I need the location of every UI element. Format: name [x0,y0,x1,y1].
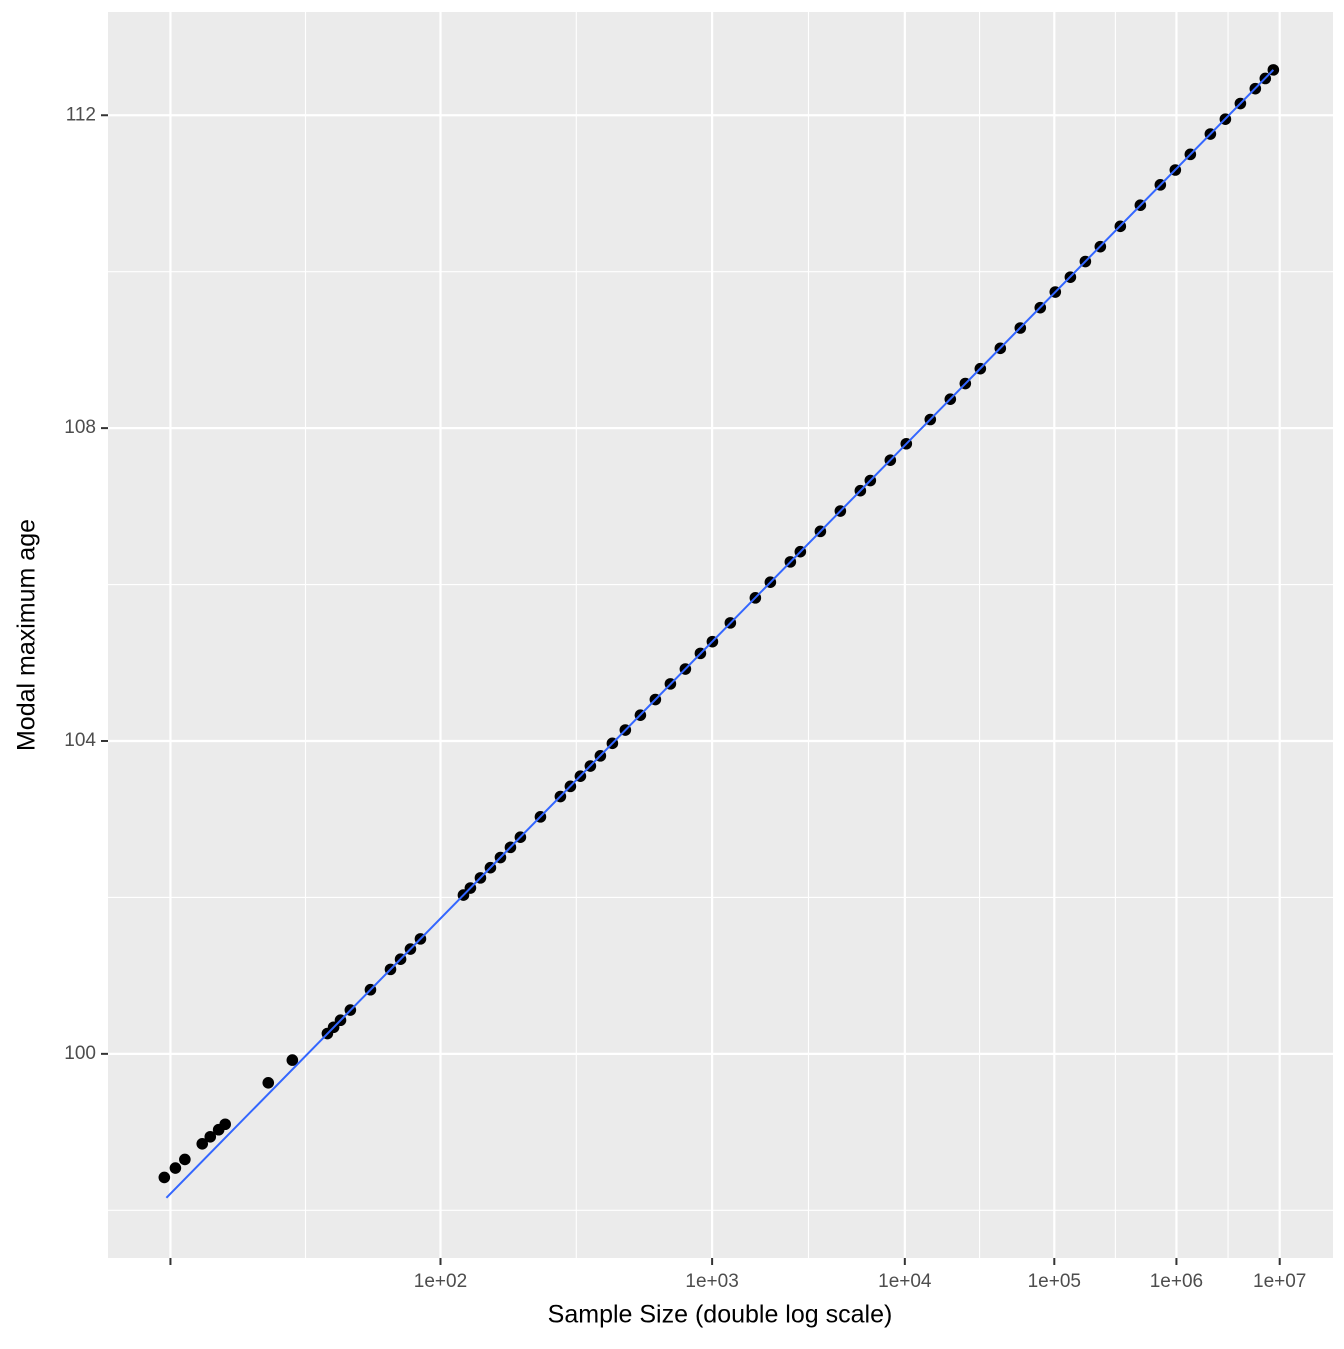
y-tick-label: 100 [64,1043,96,1064]
x-tick-label: 1e+04 [878,1271,932,1292]
y-tick-label: 108 [64,417,96,438]
marks [158,64,1280,1199]
x-axis-title: Sample Size (double log scale) [548,1301,893,1329]
point [262,1076,275,1089]
x-tick-label: 1e+03 [685,1271,738,1292]
y-axis-title: Modal maximum age [13,519,41,751]
point [158,1171,171,1184]
x-tick-label: 1e+05 [1028,1271,1081,1292]
x-tick-label: 1e+06 [1150,1271,1203,1292]
y-tick-label: 112 [66,104,96,125]
point [286,1054,299,1066]
grid [108,12,1333,1258]
y-tick-label: 104 [64,730,96,751]
x-tick-label: 1e+02 [414,1271,467,1292]
x-tick-label: 1e+07 [1253,1271,1306,1292]
fit-line [165,69,1275,1199]
point [169,1162,182,1174]
point [196,1138,209,1150]
point [219,1118,231,1131]
point [204,1130,217,1143]
point [179,1153,191,1166]
axes: 1e+02 1e+03 1e+04 1e+05 1e+06 1e+07 100 104 108 1… [64,104,1306,1292]
